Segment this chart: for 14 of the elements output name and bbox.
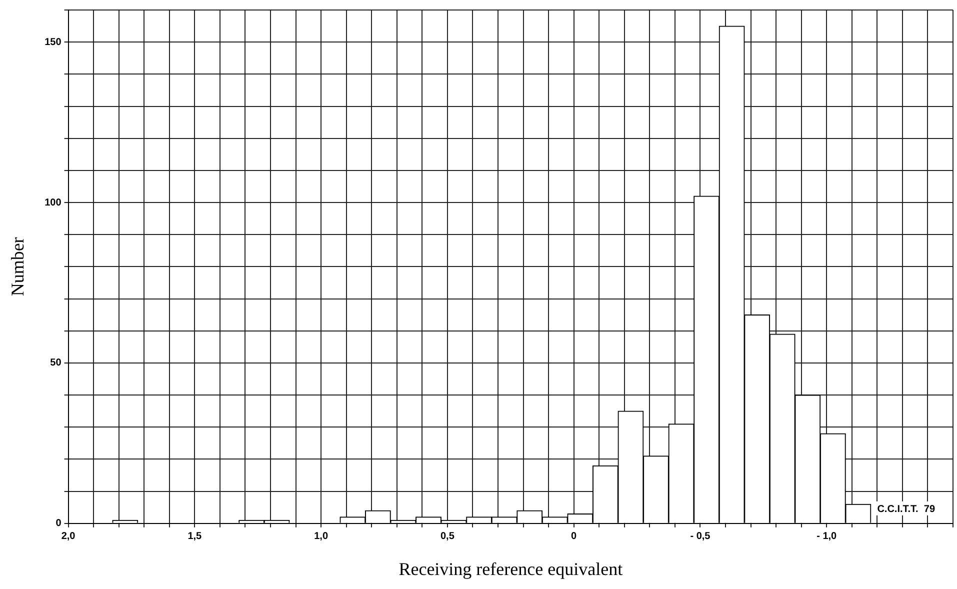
x-tick-label: 0,5	[440, 531, 455, 542]
x-tick-label: 2,0	[61, 531, 76, 542]
y-tick-label: 100	[44, 197, 62, 208]
y-tick-label: 150	[44, 36, 62, 48]
x-tick-label: 1,0	[314, 531, 328, 542]
x-tick-label: - 1,0	[816, 531, 838, 542]
x-tick-label: 0	[571, 531, 578, 542]
x-tick-label: 1,5	[188, 531, 202, 542]
x-tick-label: - 0,5	[690, 531, 711, 542]
y-axis-title: Number	[8, 237, 28, 296]
y-tick-label: 0	[56, 518, 62, 530]
x-axis-title: Receiving reference equivalent	[398, 558, 623, 579]
y-tick-label: 50	[50, 358, 62, 369]
annotation: C.C.I.T.T. 79	[877, 504, 936, 516]
